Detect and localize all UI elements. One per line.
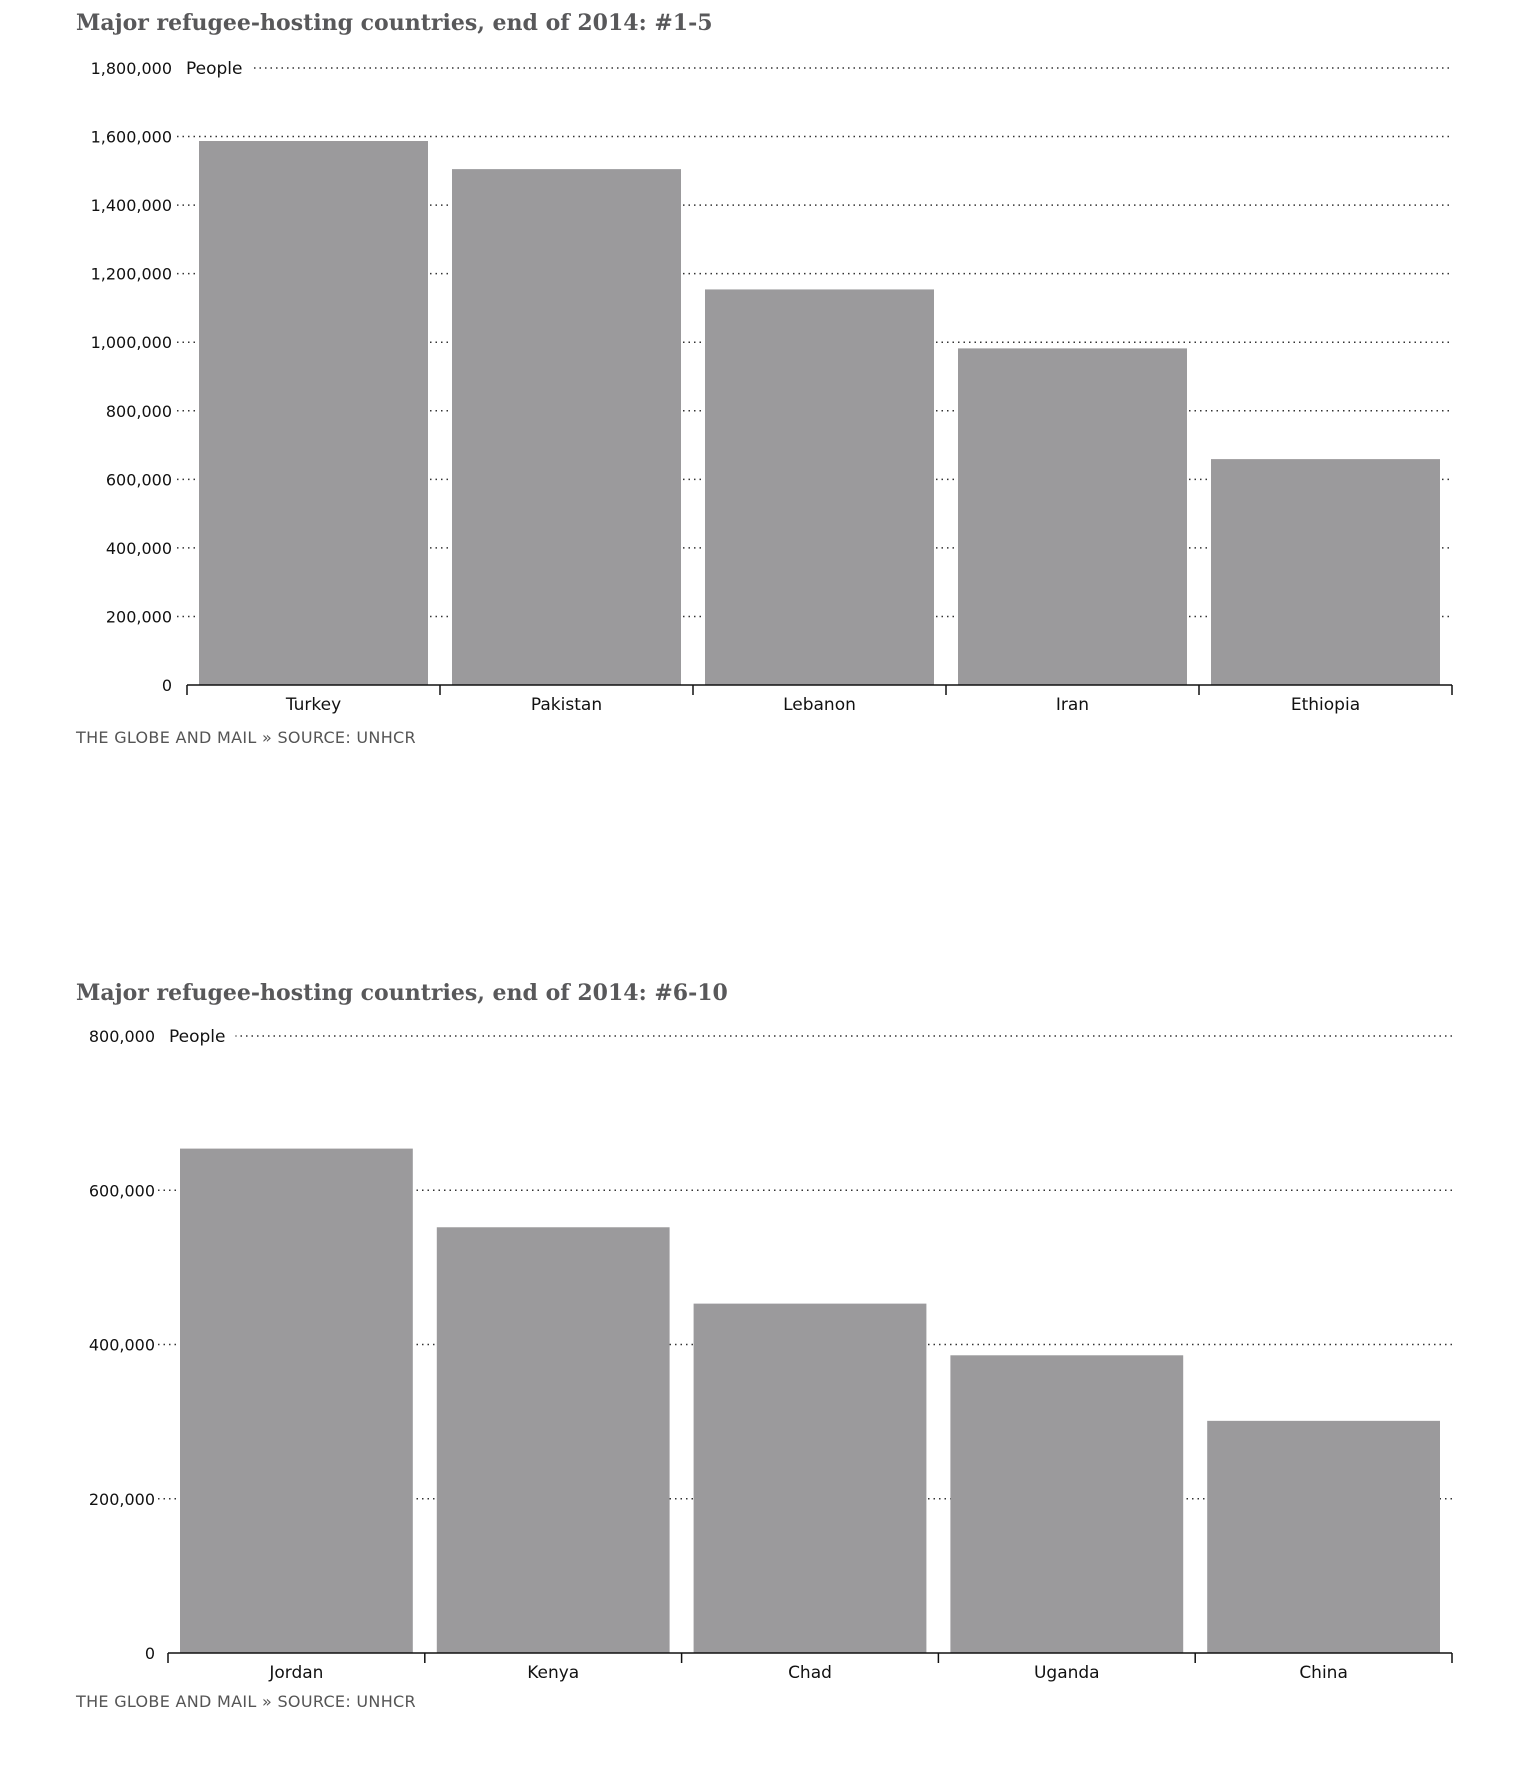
bar-turkey: [199, 141, 428, 686]
chart-2-source: THE GLOBE AND MAIL » SOURCE: UNHCR: [76, 1692, 416, 1711]
y-tick-label: 200,000: [106, 607, 172, 626]
x-category-label: Lebanon: [783, 695, 856, 715]
chart-2: Major refugee-hosting countries, end of …: [0, 970, 1536, 1770]
x-category-label: Jordan: [268, 1663, 323, 1683]
bar-jordan: [180, 1148, 413, 1653]
y-tick-label: 1,200,000: [91, 265, 172, 284]
y-tick-label: 0: [162, 676, 172, 695]
bar-chad: [693, 1303, 927, 1653]
x-category-label: Pakistan: [531, 695, 602, 715]
y-axis-unit-label: People: [186, 59, 242, 79]
y-tick-label: 0: [145, 1644, 155, 1663]
y-tick-label: 1,800,000: [91, 59, 172, 78]
y-tick-label: 400,000: [89, 1336, 155, 1355]
y-tick-label: 200,000: [89, 1490, 155, 1509]
chart-1-title: Major refugee-hosting countries, end of …: [76, 10, 713, 36]
x-category-label: Iran: [1056, 695, 1089, 715]
bar-lebanon: [705, 289, 934, 685]
chart-2-title: Major refugee-hosting countries, end of …: [76, 980, 728, 1006]
bar-ethiopia: [1211, 459, 1440, 685]
bar-kenya: [436, 1227, 670, 1653]
y-axis-unit-label: People: [169, 1027, 225, 1047]
bar-china: [1207, 1420, 1440, 1653]
chart-1-plot: 0 200,000 400,000 600,000 800,000 1,000,000 1,…: [91, 56, 1453, 715]
y-tick-label: 1,000,000: [91, 333, 172, 352]
x-category-label: Kenya: [527, 1663, 579, 1683]
chart-2-plot: 0 200,000 400,000 600,000 800,000 People Jorda…: [89, 1024, 1453, 1683]
y-tick-label: 1,400,000: [91, 196, 172, 215]
chart-1: Major refugee-hosting countries, end of …: [0, 0, 1536, 780]
y-tick-label: 600,000: [89, 1181, 155, 1200]
y-tick-label: 1,600,000: [91, 128, 172, 147]
x-category-label: China: [1299, 1663, 1348, 1683]
y-tick-label: 800,000: [89, 1027, 155, 1046]
unit-label-backing: [175, 56, 253, 80]
x-category-label: Turkey: [285, 695, 341, 715]
bar-iran: [958, 348, 1187, 685]
y-tick-label: 600,000: [106, 470, 172, 489]
x-category-label: Uganda: [1034, 1663, 1100, 1683]
chart-1-source: THE GLOBE AND MAIL » SOURCE: UNHCR: [76, 728, 416, 747]
x-category-label: Chad: [788, 1663, 832, 1683]
y-tick-label: 400,000: [106, 539, 172, 558]
y-tick-label: 800,000: [106, 402, 172, 421]
x-category-label: Ethiopia: [1291, 695, 1360, 715]
bar-uganda: [950, 1355, 1184, 1653]
bar-pakistan: [452, 169, 681, 685]
unit-label-backing: [156, 1024, 236, 1048]
